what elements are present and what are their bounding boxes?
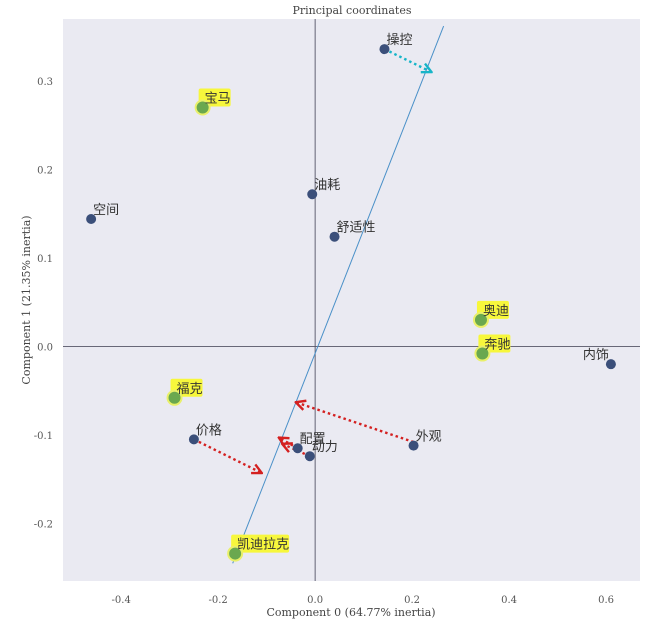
brand-point bbox=[166, 389, 183, 406]
attribute-point bbox=[307, 189, 318, 200]
attribute-point bbox=[304, 451, 315, 462]
point-label: 配置 bbox=[300, 432, 326, 447]
y-tick-label: 0.2 bbox=[37, 165, 53, 176]
brand-point bbox=[194, 99, 211, 116]
point-label: 价格 bbox=[196, 422, 222, 438]
x-tick-label: 0.0 bbox=[307, 595, 323, 606]
shift-arrow-1 bbox=[296, 402, 414, 444]
attribute-point bbox=[329, 231, 340, 242]
label-highlight bbox=[231, 534, 290, 553]
shift-arrow-2 bbox=[193, 438, 262, 473]
brand-point bbox=[227, 545, 244, 562]
chart-title: Principal coordinates bbox=[293, 4, 412, 17]
x-tick-label: 0.4 bbox=[501, 595, 517, 606]
point-label: 奥迪 bbox=[483, 304, 509, 319]
attribute-point bbox=[292, 443, 303, 454]
y-tick-label: 0.1 bbox=[37, 254, 53, 265]
brand-point bbox=[472, 311, 489, 328]
brand-point bbox=[474, 345, 491, 362]
point-label: 操控 bbox=[386, 32, 412, 48]
shift-arrow-4 bbox=[279, 438, 299, 450]
point-label: 凯迪拉克 bbox=[237, 538, 289, 553]
attribute-point bbox=[379, 44, 390, 55]
y-tick-label: -0.2 bbox=[34, 519, 53, 530]
x-axis-label: Component 0 (64.77% inertia) bbox=[266, 606, 435, 619]
regression-line bbox=[232, 25, 445, 564]
x-tick-label: 0.2 bbox=[404, 595, 420, 606]
point-label: 宝马 bbox=[205, 92, 231, 107]
y-tick-label: 0.3 bbox=[37, 77, 53, 88]
x-tick-label: -0.4 bbox=[112, 595, 131, 606]
point-label: 舒适性 bbox=[337, 221, 376, 236]
point-label: 奔驰 bbox=[484, 338, 510, 353]
x-tick-label: -0.2 bbox=[209, 595, 228, 606]
attribute-point bbox=[408, 440, 419, 451]
y-tick-label: 0.0 bbox=[37, 342, 53, 353]
plot-background bbox=[63, 19, 640, 581]
attribute-point bbox=[605, 359, 616, 370]
y-tick-label: -0.1 bbox=[34, 431, 53, 442]
point-label: 动力 bbox=[312, 440, 338, 455]
y-axis-label: Component 1 (21.35% inertia) bbox=[20, 215, 33, 384]
attribute-point bbox=[188, 434, 199, 445]
point-label: 福克 bbox=[177, 382, 203, 397]
point-label: 空间 bbox=[93, 203, 119, 218]
attribute-point bbox=[86, 214, 97, 225]
point-label: 内饰 bbox=[583, 347, 609, 363]
point-label: 油耗 bbox=[314, 178, 340, 193]
point-label: 外观 bbox=[416, 430, 442, 445]
x-tick-label: 0.6 bbox=[598, 595, 614, 606]
